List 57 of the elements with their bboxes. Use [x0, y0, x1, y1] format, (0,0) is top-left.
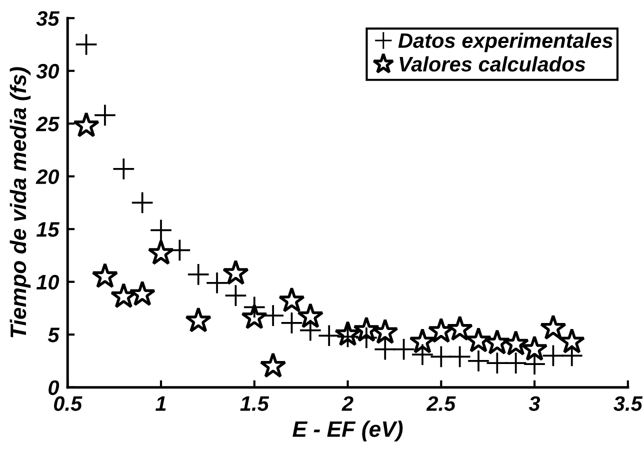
point [94, 104, 116, 126]
point [393, 338, 414, 360]
point [561, 345, 582, 366]
point [73, 112, 100, 138]
point [540, 314, 566, 340]
point [449, 346, 470, 368]
point [206, 272, 228, 294]
point [76, 34, 97, 55]
point [502, 330, 530, 356]
point [409, 328, 436, 354]
point [132, 192, 153, 214]
point [260, 352, 286, 378]
point [468, 350, 489, 372]
point [222, 260, 249, 285]
point [558, 328, 586, 354]
point [129, 280, 156, 306]
point [225, 285, 246, 306]
point [524, 354, 545, 375]
y-axis-title: Tiempo de vida media (fs) [10, 67, 31, 338]
y-tick-label: 0 [48, 380, 60, 396]
point [486, 352, 508, 374]
point [505, 352, 526, 374]
y-tick-label: 5 [48, 328, 60, 342]
point [278, 286, 306, 312]
point [150, 220, 172, 241]
point [484, 329, 510, 355]
x-tick-label: 2.5 [426, 396, 456, 411]
x-tick-label: 1 [156, 396, 166, 411]
point [412, 344, 433, 366]
y-tick-label: 35 [36, 11, 60, 26]
point [148, 239, 174, 265]
x-tick-label: 3 [528, 396, 540, 411]
point [318, 325, 340, 346]
x-tick-label: 1.5 [240, 396, 270, 411]
x-tick-label: 3.5 [614, 396, 643, 411]
point [297, 302, 324, 328]
point [300, 320, 321, 341]
point [188, 264, 209, 285]
y-tick-label: 20 [36, 169, 60, 184]
y-tick-label: 30 [36, 64, 60, 79]
point [113, 158, 134, 180]
x-axis-title: E - EF (eV) [292, 420, 403, 442]
point [446, 315, 474, 341]
point [521, 335, 548, 361]
point [372, 318, 398, 344]
point [465, 327, 492, 352]
y-tick-label: 25 [36, 116, 60, 132]
x-tick-label: 0.5 [54, 396, 82, 411]
legend-label: Valores calculados [400, 56, 586, 72]
point [281, 312, 302, 334]
point [185, 306, 212, 332]
point [374, 338, 396, 360]
legend-label: Datos experimentales [398, 32, 613, 52]
point [92, 262, 118, 288]
y-tick-label: 15 [36, 222, 60, 237]
x-tick-label: 2 [342, 396, 354, 411]
y-tick-label: 10 [36, 274, 60, 290]
